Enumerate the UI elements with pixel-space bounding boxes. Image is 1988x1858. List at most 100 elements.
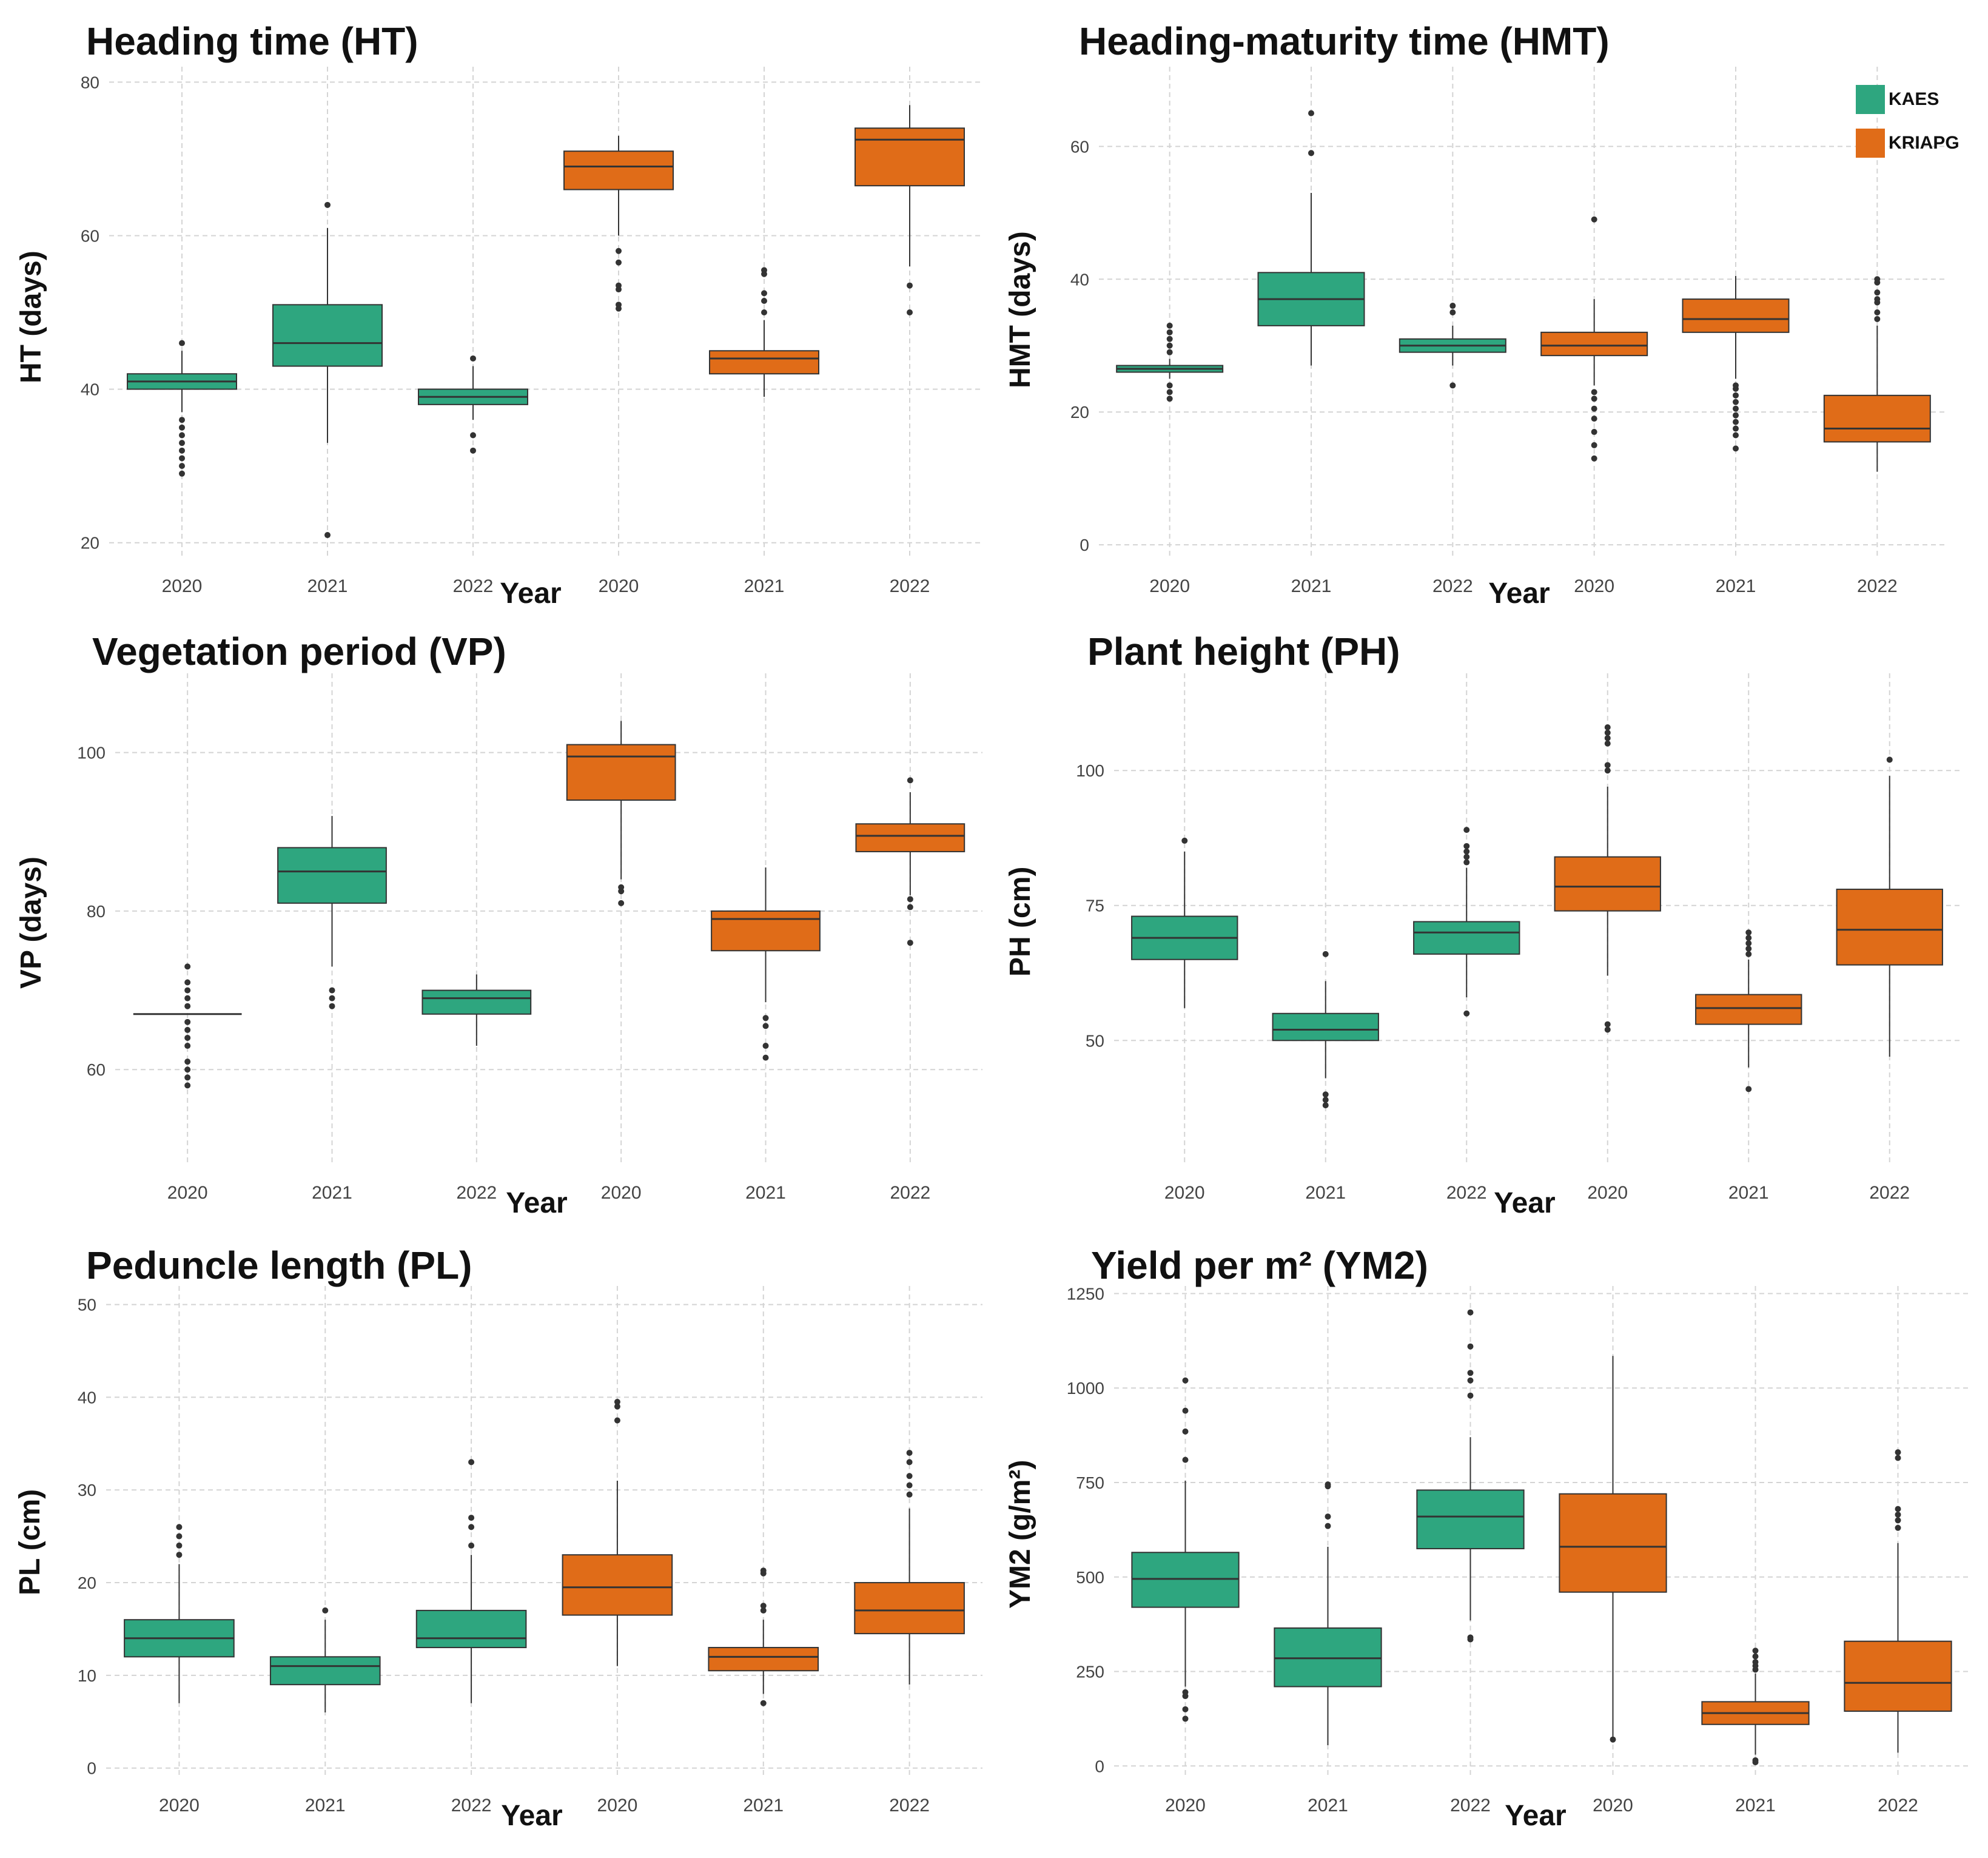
y-tick-label: 80	[81, 73, 99, 92]
outlier-point	[1752, 1757, 1759, 1763]
legend-swatch-kriapg	[1856, 129, 1885, 158]
x-tick-label: 2020	[599, 576, 639, 596]
outlier-point	[1752, 1648, 1759, 1654]
outlier-point	[1322, 951, 1329, 957]
outlier-point	[176, 1533, 183, 1540]
outlier-point	[184, 1082, 191, 1089]
outlier-point	[1604, 762, 1611, 769]
panel-title: Heading-maturity time (HMT)	[1079, 19, 1610, 63]
outlier-point	[1745, 940, 1752, 947]
box-iqr	[1554, 856, 1661, 912]
outlier-point	[1463, 827, 1470, 833]
box-kriapg-2021	[708, 1567, 819, 1706]
plot-area: 0 250 500 750 1000 1250 2020 2021 2022 2020 2021 20…	[1067, 1284, 1969, 1816]
box-kriapg-2022	[1836, 756, 1943, 1057]
y-tick-label: 1000	[1067, 1379, 1104, 1398]
box-kriapg-2022	[1844, 1449, 1952, 1753]
x-tick-label: 2020	[601, 1183, 642, 1203]
box-kaes-2020	[1131, 837, 1238, 1008]
outlier-point	[322, 1607, 329, 1614]
x-tick-label: 2021	[743, 1796, 784, 1816]
outlier-point	[470, 355, 476, 362]
outlier-point	[184, 1034, 191, 1041]
y-tick-label: 20	[1070, 403, 1089, 422]
outlier-point	[1895, 1449, 1901, 1456]
x-tick-label: 2020	[1149, 576, 1190, 596]
x-tick-label: 2022	[1857, 576, 1898, 596]
x-tick-label: 2022	[1869, 1183, 1910, 1203]
outlier-point	[1604, 740, 1611, 747]
outlier-point	[1182, 1715, 1189, 1722]
outlier-point	[614, 1417, 620, 1424]
y-tick-label: 100	[77, 744, 106, 762]
outlier-point	[1591, 442, 1597, 448]
x-tick-label: 2022	[889, 1796, 930, 1816]
outlier-point	[1874, 296, 1881, 303]
panel-pl: Peduncle length (PL) PL (cm) Year 0 10 20 3…	[0, 1225, 994, 1858]
box-iqr	[1272, 1012, 1379, 1042]
outlier-point	[762, 1043, 769, 1049]
box-kaes-2020	[124, 1524, 235, 1703]
outlier-point	[184, 1026, 191, 1033]
outlier-point	[760, 1700, 767, 1706]
grid	[109, 67, 982, 558]
outlier-point	[179, 447, 185, 454]
y-tick-label: 75	[1086, 897, 1104, 915]
x-tick-label: 2021	[1291, 576, 1332, 596]
box-kaes-2022	[1416, 1309, 1525, 1643]
box-iqr	[1416, 1489, 1525, 1550]
outlier-point	[906, 1473, 913, 1479]
outlier-point	[1166, 349, 1173, 355]
outlier-point	[760, 1607, 767, 1614]
box-iqr	[1413, 921, 1520, 955]
x-tick-label: 2022	[1878, 1796, 1918, 1816]
x-tick-label: 2021	[744, 576, 785, 596]
panel-title: Plant height (PH)	[1087, 630, 1400, 673]
grid	[1114, 1286, 1969, 1777]
legend-label: KAES	[1889, 89, 1939, 109]
panel-title: Heading time (HT)	[86, 19, 418, 63]
box-kaes-2020	[127, 340, 237, 477]
outlier-point	[1166, 329, 1173, 335]
box-kaes-2021	[1274, 1481, 1382, 1746]
outlier-point	[1604, 735, 1611, 741]
outlier-point	[176, 1542, 183, 1549]
outlier-point	[184, 1018, 191, 1025]
outlier-point	[184, 963, 191, 970]
y-tick-label: 40	[81, 380, 99, 399]
panel-ph: Plant height (PH) PH (cm) 50 75 100 2020 202…	[994, 613, 1988, 1225]
outlier-point	[1182, 1428, 1189, 1435]
box-kriapg-2022	[854, 1450, 965, 1685]
outlier-point	[184, 1059, 191, 1065]
box-iqr	[854, 1582, 965, 1635]
outlier-point	[761, 309, 767, 315]
panel-title: Vegetation period (VP)	[92, 630, 506, 673]
outlier-point	[1591, 216, 1597, 223]
y-tick-label: 250	[1076, 1663, 1104, 1681]
outlier-point	[761, 298, 767, 305]
outlier-point	[1733, 382, 1739, 389]
outlier-point	[1322, 1097, 1329, 1103]
outlier-point	[1166, 322, 1173, 329]
outlier-point	[468, 1459, 475, 1466]
box-kaes-2021	[269, 1607, 381, 1713]
panel-vp: Vegetation period (VP) VP (days) 60 80 100…	[0, 613, 994, 1225]
outlier-point	[1745, 1086, 1752, 1092]
x-axis-label: Year	[501, 1800, 563, 1832]
y-tick-label: 20	[78, 1574, 96, 1592]
outlier-point	[1308, 110, 1314, 116]
box-iqr	[269, 1656, 381, 1686]
legend-swatch-kaes	[1856, 85, 1885, 114]
outlier-point	[1895, 1511, 1901, 1518]
outlier-point	[179, 424, 185, 431]
outlier-point	[1733, 405, 1739, 412]
outlier-point	[618, 900, 625, 906]
outlier-point	[1895, 1517, 1901, 1524]
outlier-point	[1182, 1706, 1189, 1712]
y-tick-label: 0	[1095, 1757, 1104, 1776]
outlier-point	[184, 979, 191, 986]
box-iqr	[566, 744, 676, 801]
outlier-point	[907, 904, 913, 910]
panel-ym2: Yield per m² (YM2) YM2 (g/m²) Year 0 250 5…	[994, 1225, 1988, 1858]
y-tick-label: 750	[1076, 1473, 1104, 1492]
